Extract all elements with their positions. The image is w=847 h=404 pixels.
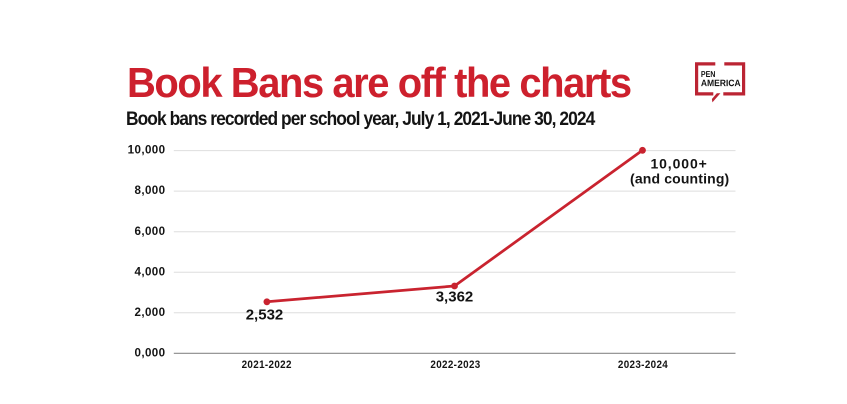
svg-text:0,000: 0,000 (134, 346, 165, 359)
svg-text:10,000: 10,000 (128, 144, 166, 157)
svg-text:10,000+: 10,000+ (650, 155, 707, 171)
svg-text:3,362: 3,362 (436, 289, 474, 306)
svg-text:8,000: 8,000 (134, 184, 165, 197)
svg-text:2,000: 2,000 (134, 306, 165, 319)
svg-text:2022-2023: 2022-2023 (430, 359, 480, 372)
svg-text:2,532: 2,532 (246, 307, 284, 324)
svg-text:2021-2022: 2021-2022 (242, 359, 292, 372)
svg-text:(and counting): (and counting) (630, 171, 729, 187)
svg-text:6,000: 6,000 (134, 225, 165, 238)
svg-text:4,000: 4,000 (134, 265, 165, 278)
svg-text:2023-2024: 2023-2024 (618, 359, 668, 372)
